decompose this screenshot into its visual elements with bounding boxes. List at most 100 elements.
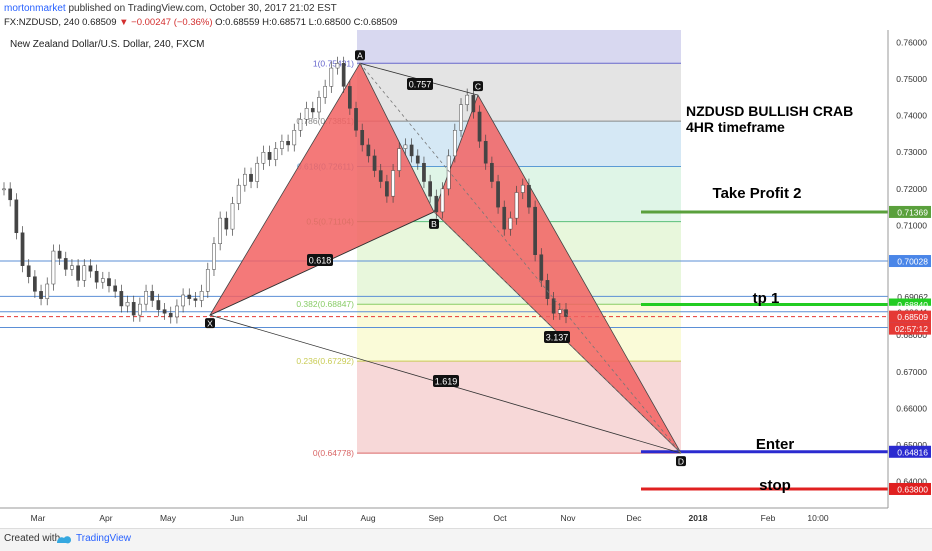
candle	[94, 270, 99, 283]
created-with-label: Created with	[4, 533, 61, 544]
point-label: B	[431, 219, 437, 229]
annotation-enter: Enter	[756, 436, 795, 453]
candle	[471, 94, 476, 113]
published-line: mortonmarket published on TradingView.co…	[4, 3, 337, 14]
ratio-label: 0.618	[309, 256, 332, 266]
price-tag-text: 0.71369	[897, 207, 928, 217]
candle	[267, 151, 272, 160]
candle	[483, 141, 488, 164]
header-bar: mortonmarket published on TradingView.co…	[0, 0, 932, 30]
candle	[51, 250, 56, 285]
ratio-label: 3.137	[546, 333, 569, 343]
candle	[557, 309, 562, 314]
countdown-tag-text: 02:57:12	[895, 324, 928, 334]
price-tag	[889, 482, 931, 495]
symbol-line: FX:NZDUSD, 240	[4, 17, 80, 28]
ratio-label: 1.619	[435, 377, 458, 387]
candle	[434, 195, 439, 213]
x-tick-label: May	[160, 513, 177, 523]
candle	[335, 63, 340, 69]
candle	[292, 130, 297, 146]
y-tick-label: 0.67000	[896, 367, 927, 377]
candle	[199, 291, 204, 301]
ratio-box	[307, 254, 333, 266]
point-label: C	[475, 81, 481, 91]
y-axis: 0.76000 0.75000 0.74000 0.73000 0.72000 0.710…	[887, 30, 932, 528]
candle	[113, 285, 118, 292]
fib-band	[357, 63, 681, 122]
tradingview-logo-icon	[57, 536, 71, 544]
candle	[144, 291, 148, 305]
fib-label: 0.382(0.68847)	[296, 299, 354, 309]
publisher-link[interactable]: mortonmarket	[4, 3, 66, 14]
candle	[385, 181, 389, 197]
countdown-tag	[889, 322, 931, 335]
candle	[212, 243, 216, 270]
point-marker-b	[429, 218, 439, 229]
candle	[26, 265, 31, 277]
price-tag	[889, 255, 931, 268]
candle	[502, 206, 507, 230]
candle	[551, 298, 556, 314]
x-tick-label: 10:00	[807, 513, 829, 523]
ohlc-line: FX:NZDUSD, 240 0.68509 ▼ −0.00247 (−0.36…	[4, 17, 397, 28]
tradingview-brand[interactable]: TradingView	[76, 533, 132, 544]
candle	[88, 265, 93, 272]
candle	[175, 305, 179, 318]
low-value: L:0.68500	[308, 17, 351, 28]
candle	[205, 269, 210, 292]
candle	[366, 144, 371, 157]
fib-label: 0.236(0.67292)	[296, 356, 354, 366]
candle	[20, 232, 25, 266]
chart-labels: X A B C D 0.757 0.618 1.619 3.137 Take Profit 2 tp…	[205, 50, 801, 494]
ad-line	[359, 63, 682, 454]
x-tick-label: Jul	[297, 513, 308, 523]
candle	[280, 141, 284, 149]
candle	[162, 309, 167, 314]
candle	[255, 162, 260, 182]
price-chart[interactable]: 1(0.75431)0.786(0.73851)0.618(0.72611)0.…	[0, 30, 932, 528]
ratio-box	[407, 78, 433, 90]
y-tick-label: 0.68000	[896, 330, 927, 340]
last-value: 0.68509	[82, 17, 117, 28]
price-tag-text: 0.63800	[897, 484, 928, 494]
high-value: H:0.68571	[262, 17, 307, 28]
x-tick-label: Dec	[626, 513, 642, 523]
candle	[452, 130, 457, 157]
candle	[465, 94, 470, 105]
candle	[273, 148, 278, 160]
x-tick-label: Sep	[428, 513, 443, 523]
candle	[545, 280, 550, 299]
candle	[107, 278, 111, 287]
candle	[391, 170, 395, 197]
x-tick-label: Jun	[230, 513, 244, 523]
candle	[14, 199, 19, 234]
price-tag-text: 0.68840	[897, 300, 928, 310]
price-series	[2, 56, 568, 324]
candle	[33, 276, 37, 292]
last-price-tag-text: 0.68509	[897, 312, 928, 322]
candle	[45, 283, 50, 299]
candle	[527, 184, 531, 208]
candle	[286, 141, 290, 146]
candle	[187, 294, 192, 299]
candle	[131, 302, 136, 316]
point-marker-a	[355, 50, 365, 61]
point-marker-x	[205, 318, 215, 329]
point-marker-d	[676, 456, 686, 467]
x-tick-label: Oct	[493, 513, 507, 523]
x-tick-label: Feb	[761, 513, 776, 523]
x-tick-label: 2018	[689, 513, 708, 523]
candle	[415, 155, 420, 164]
candle	[533, 206, 537, 255]
y-tick-label: 0.74000	[896, 111, 927, 121]
candle	[298, 119, 303, 131]
x-axis: Mar Apr May Jun Jul Aug Sep Oct Nov Dec 2018 Feb 10:…	[0, 507, 888, 523]
candle	[236, 184, 241, 204]
candle	[397, 148, 402, 171]
x-tick-label: Mar	[31, 513, 46, 523]
y-tick-label: 0.73000	[896, 147, 927, 157]
y-tick-label: 0.75000	[896, 74, 927, 84]
candle	[514, 192, 519, 219]
y-tick-label: 0.71000	[896, 220, 927, 230]
